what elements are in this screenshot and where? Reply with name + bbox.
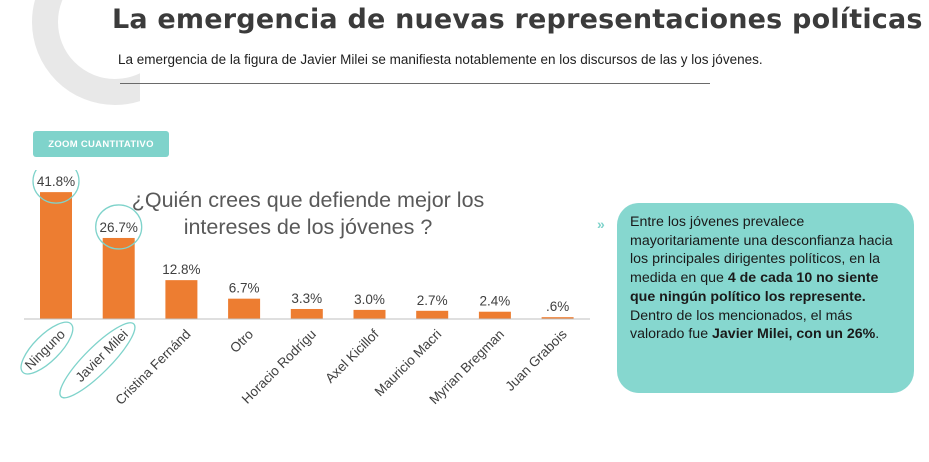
- callout-bold-2: Javier Milei, con un 26%: [712, 326, 876, 343]
- value-label-cristina-fernand: 12.8%: [162, 262, 200, 277]
- callout-text-1: Entre los jóvenes prevalece mayoritariam…: [630, 214, 893, 287]
- category-label-otro: Otro: [227, 327, 256, 356]
- value-label-ninguno: 41.8%: [37, 174, 75, 189]
- bar-juan-grabois: [541, 317, 574, 319]
- callout-arrow-icon: »: [597, 216, 605, 232]
- bar-otro: [228, 298, 261, 319]
- value-label-juan-grabois: .6%: [546, 299, 569, 314]
- page-title: La emergencia de nuevas representaciones…: [112, 4, 923, 35]
- bar-cristina-fernand: [165, 280, 198, 319]
- value-label-horacio-rodrigu: 3.3%: [291, 291, 322, 306]
- divider-line: [120, 83, 710, 84]
- bar-ninguno: [40, 192, 72, 319]
- category-label-juan-grabois: Juan Grabois: [502, 326, 570, 394]
- value-label-axel-kicillof: 3.0%: [354, 292, 385, 307]
- callout-bold-1: 4 de cada 10 no siente que ningún políti…: [630, 270, 879, 305]
- bar-axel-kicillof: [353, 309, 386, 319]
- highlight-ellipse-category-javier-milei: [59, 322, 136, 399]
- value-label-javier-milei: 26.7%: [100, 220, 138, 235]
- bar-javier-milei: [102, 237, 135, 319]
- chart-title-line-2: intereses de los jóvenes ?: [184, 215, 433, 239]
- bar-myrian-bregman: [478, 311, 511, 319]
- bar-horacio-rodrigu: [290, 308, 323, 319]
- bar-chart: ¿Quién crees que defiende mejor los inte…: [20, 170, 590, 408]
- callout-text-3: .: [875, 326, 880, 343]
- value-label-myrian-bregman: 2.4%: [480, 294, 511, 309]
- highlight-ellipse-category-ninguno: [20, 321, 74, 375]
- zoom-badge: ZOOM CUANTITATIVO: [33, 131, 169, 157]
- value-label-mauricio-macri: 2.7%: [417, 293, 448, 308]
- callout-text-2: Dentro de los mencionados, el más valora…: [630, 307, 853, 343]
- highlight-circle-value-ninguno: [32, 170, 80, 204]
- highlight-circle-value-javier-milei: [95, 204, 143, 250]
- page-subtitle: La emergencia de la figura de Javier Mil…: [118, 52, 763, 67]
- category-label-javier-milei: Javier Milei: [72, 327, 130, 385]
- value-label-otro: 6.7%: [229, 281, 260, 296]
- chart-title-line-1: ¿Quién crees que defiende mejor los: [132, 188, 485, 212]
- category-label-axel-kicillof: Axel Kicillof: [322, 326, 382, 386]
- insight-callout: Entre los jóvenes prevalece mayoritariam…: [617, 203, 914, 393]
- decorative-arc: [0, 0, 140, 130]
- bar-mauricio-macri: [416, 310, 449, 319]
